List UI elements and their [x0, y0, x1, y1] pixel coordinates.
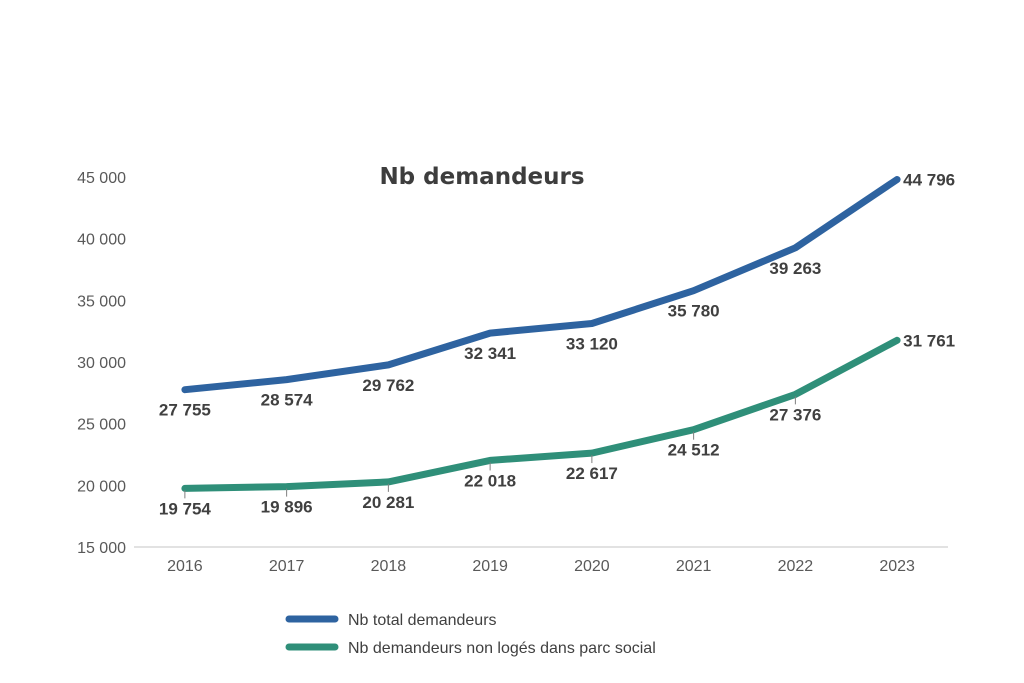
data-label: 19 754	[159, 499, 212, 518]
y-tick-label: 25 000	[77, 417, 126, 434]
chart-title: Nb demandeurs	[379, 164, 584, 190]
series-line-non-loges	[181, 336, 901, 492]
y-axis-ticks: 15 000 20 000 25 000 30 000 35 000 40 000 45 0…	[77, 170, 126, 557]
data-label: 28 574	[261, 391, 314, 410]
y-tick-label: 35 000	[77, 293, 126, 310]
x-tick-label: 2019	[472, 558, 508, 575]
x-tick-label: 2023	[879, 558, 915, 575]
y-tick-label: 30 000	[77, 355, 126, 372]
y-tick-label: 40 000	[77, 232, 126, 249]
x-tick-label: 2021	[676, 558, 712, 575]
y-tick-label: 45 000	[77, 170, 126, 187]
x-tick-label: 2016	[167, 558, 203, 575]
data-label: 44 796	[903, 171, 955, 190]
x-tick-label: 2018	[371, 558, 407, 575]
x-tick-label: 2020	[574, 558, 610, 575]
data-label: 22 617	[566, 464, 618, 483]
x-tick-label: 2022	[778, 558, 814, 575]
data-label: 31 761	[903, 331, 955, 350]
data-label: 27 755	[159, 401, 211, 420]
legend-label-total: Nb total demandeurs	[348, 612, 497, 629]
data-label: 29 762	[362, 376, 414, 395]
data-label: 35 780	[668, 302, 720, 321]
legend-label-non-loges: Nb demandeurs non logés dans parc social	[348, 640, 656, 657]
series-lines	[181, 176, 901, 492]
data-label: 27 376	[769, 405, 821, 424]
x-axis-ticks: 2016 2017 2018 2019 2020 2021 2022 2023	[167, 558, 915, 575]
data-label: 20 281	[362, 493, 414, 512]
data-label: 22 018	[464, 471, 516, 490]
legend: Nb total demandeurs Nb demandeurs non lo…	[285, 612, 656, 657]
data-label: 19 896	[261, 498, 313, 517]
data-label-leaders	[184, 396, 796, 499]
data-label: 24 512	[668, 441, 720, 460]
series-line-total	[181, 176, 901, 394]
y-tick-label: 15 000	[77, 540, 126, 557]
data-label: 39 263	[769, 259, 821, 278]
data-label: 33 120	[566, 335, 618, 354]
data-labels: 27 755 28 574 29 762 32 341 33 120 35 780 39 2…	[159, 171, 955, 519]
x-tick-label: 2017	[269, 558, 305, 575]
y-tick-label: 20 000	[77, 478, 126, 495]
data-label: 32 341	[464, 344, 516, 363]
